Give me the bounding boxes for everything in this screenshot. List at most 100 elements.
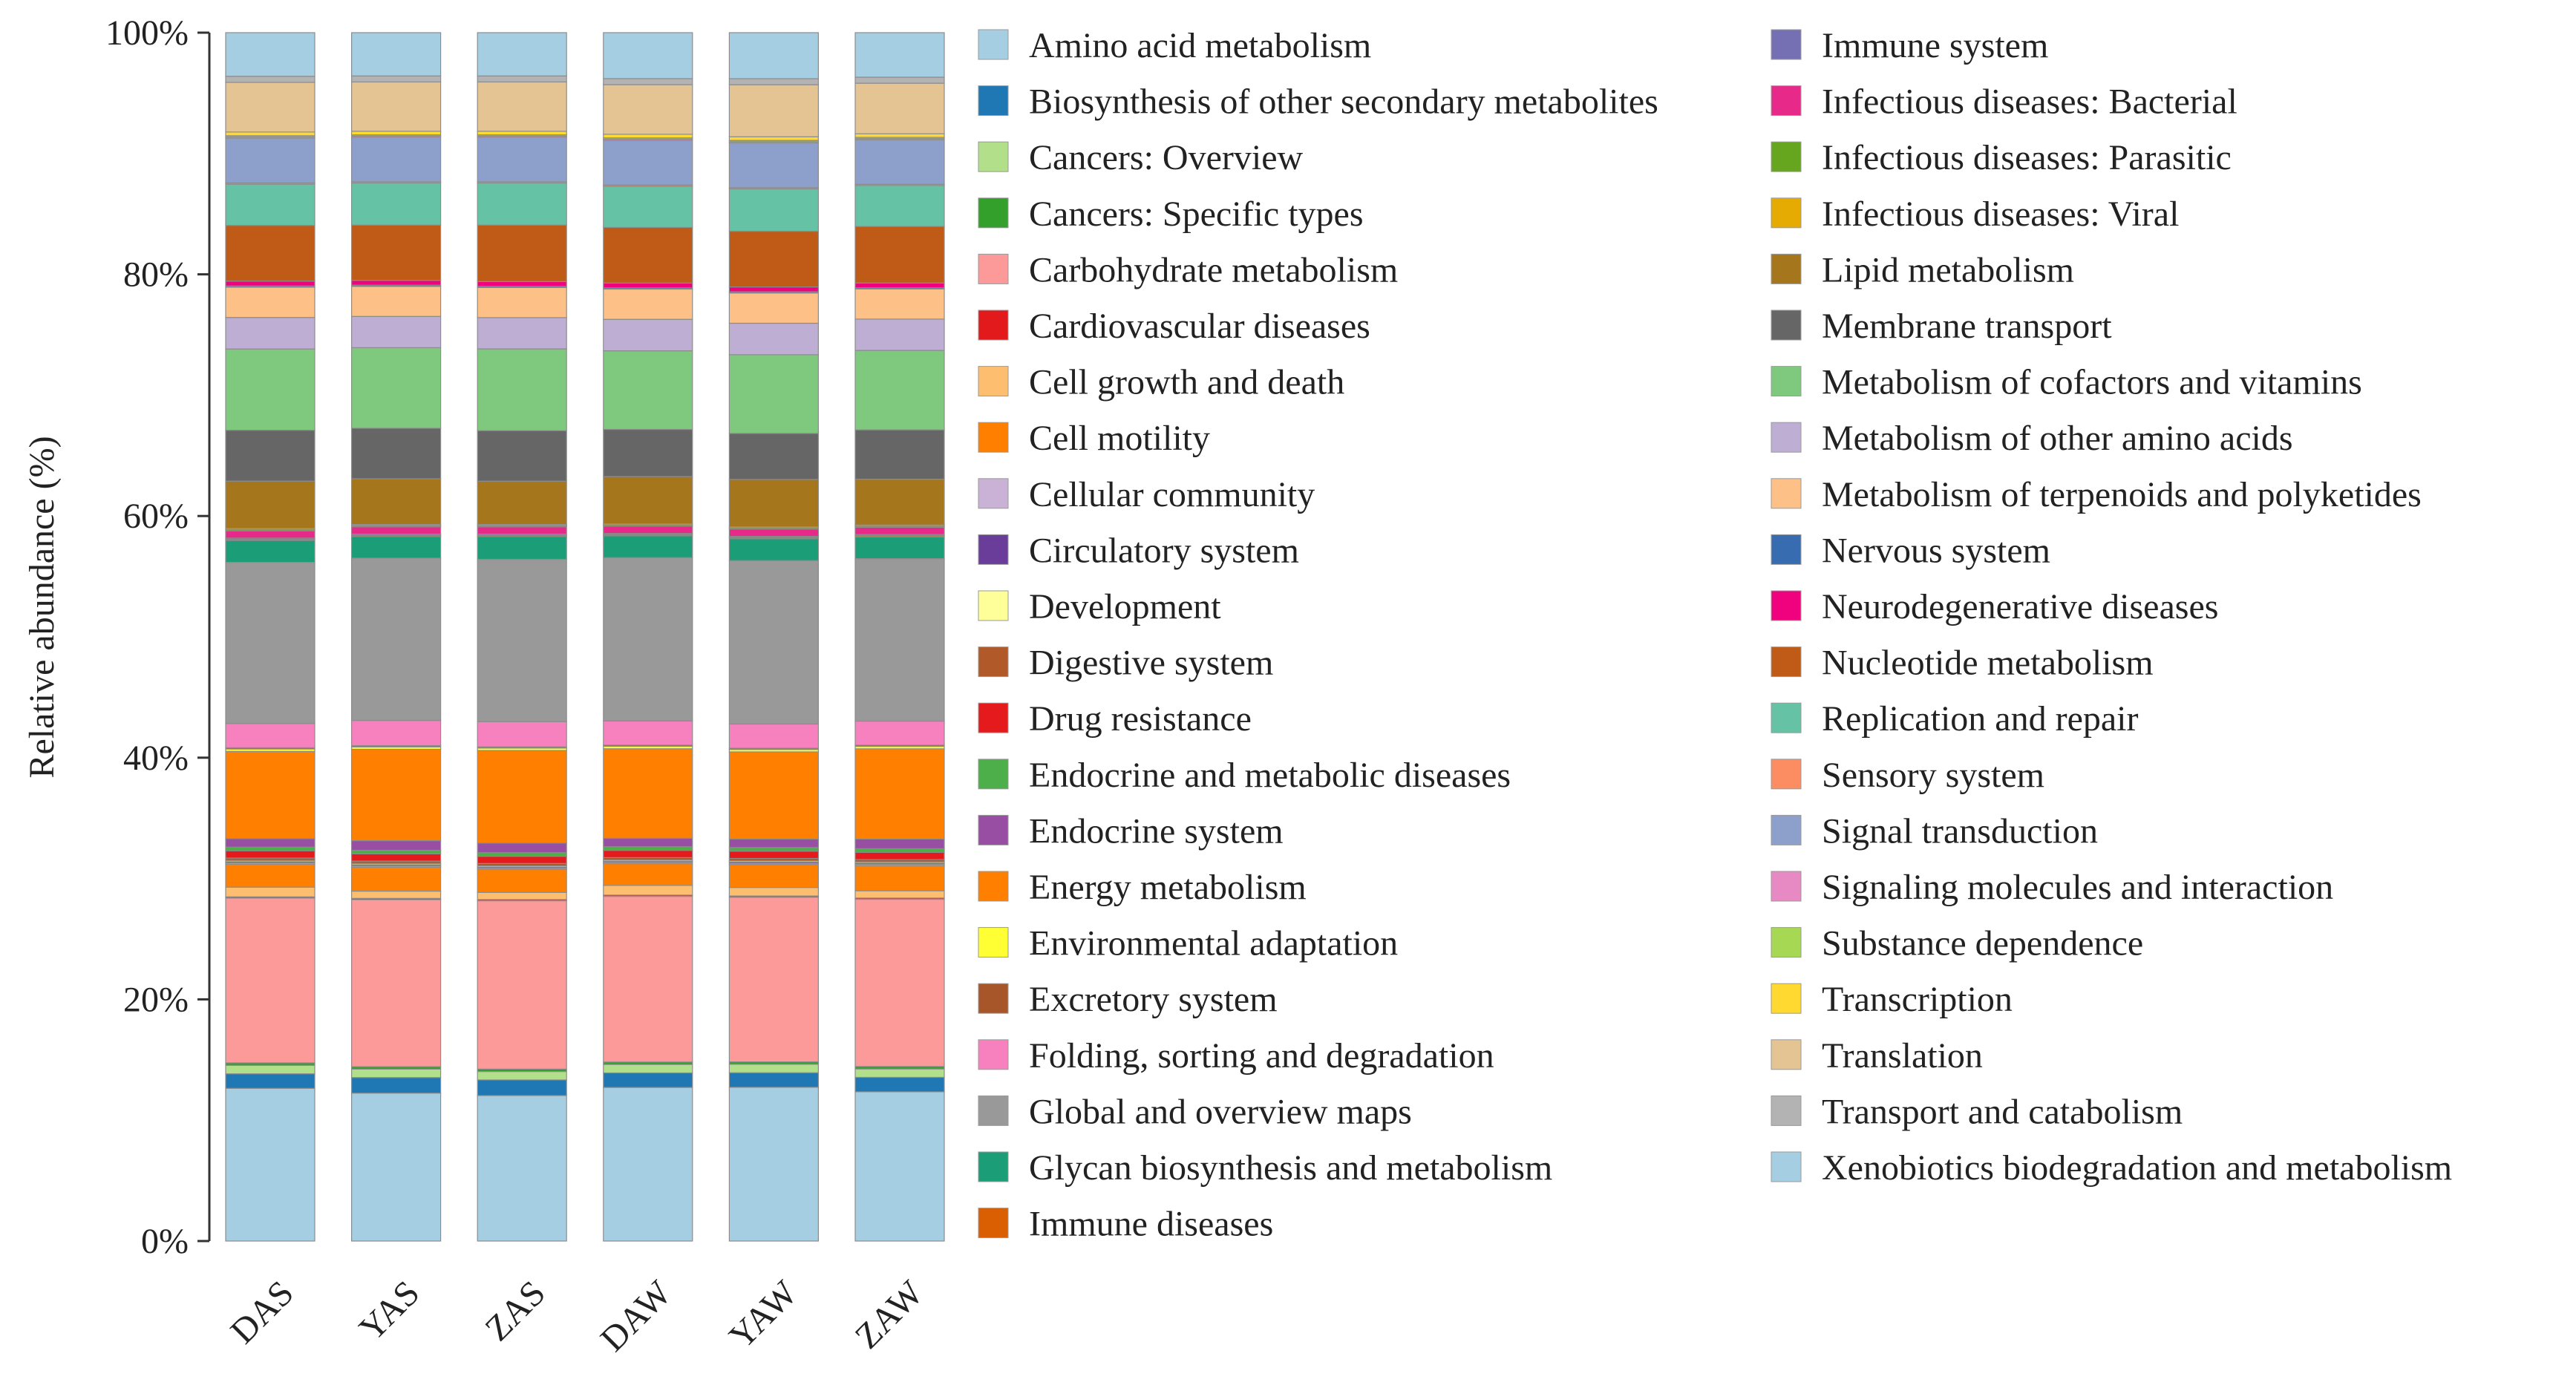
legend-swatch	[978, 590, 1009, 621]
bar-segment-daw-transport-and-catabolism	[603, 78, 693, 85]
bar-segment-zas-drug-resistance	[477, 856, 567, 864]
legend-item-digestive-system: Digestive system	[978, 644, 1273, 683]
y-tick-label: 80%	[123, 255, 189, 295]
legend-swatch	[978, 141, 1009, 172]
bar-segment-zaw-cell-motility	[854, 865, 945, 891]
legend-swatch	[1771, 253, 1802, 284]
bar-segment-das-replication-and-repair	[225, 183, 316, 226]
legend-item-neurodegenerative-diseases: Neurodegenerative diseases	[1771, 587, 2218, 626]
legend-label: Cardiovascular diseases	[1029, 307, 1370, 346]
bar-segment-zaw-metabolism-of-cofactors-and-vitamins	[854, 350, 945, 431]
bar-segment-daw-infectious-diseases-bacterial	[603, 526, 693, 534]
bar-segment-zaw-membrane-transport	[854, 429, 945, 480]
legend-item-membrane-transport: Membrane transport	[1771, 307, 2112, 346]
legend-item-signal-transduction: Signal transduction	[1771, 811, 2098, 851]
legend-item-energy-metabolism: Energy metabolism	[978, 868, 1307, 907]
bar-segment-yas-endocrine-and-metabolic-diseases	[351, 849, 442, 854]
bar-segment-daw-transcription	[603, 134, 693, 139]
bar-segment-zaw-lipid-metabolism	[854, 478, 945, 526]
legend-item-immune-system: Immune system	[1771, 26, 2048, 65]
legend-label: Cellular community	[1029, 475, 1315, 514]
legend-label: Glycan biosynthesis and metabolism	[1029, 1148, 1552, 1188]
bar-segment-das-metabolism-of-other-amino-acids	[225, 317, 316, 350]
bar-segment-daw-metabolism-of-terpenoids-and-polyketides	[603, 288, 693, 320]
legend-swatch	[978, 702, 1009, 733]
legend-label: Infectious diseases: Bacterial	[1822, 82, 2237, 122]
bar-segment-zaw-carbohydrate-metabolism	[854, 898, 945, 1067]
legend-item-endocrine-and-metabolic-diseases: Endocrine and metabolic diseases	[978, 756, 1511, 795]
legend-item-transcription: Transcription	[1771, 980, 2013, 1019]
legend-label: Metabolism of cofactors and vitamins	[1822, 363, 2362, 402]
bar-segment-yaw-neurodegenerative-diseases	[728, 286, 820, 292]
bar-segment-zas-metabolism-of-cofactors-and-vitamins	[477, 348, 567, 431]
legend-label: Membrane transport	[1822, 307, 2112, 346]
bar-segment-yas-infectious-diseases-bacterial	[351, 526, 442, 535]
bar-segment-daw-xenobiotics-biodegradation-and-metabolism	[603, 1087, 693, 1242]
bar-segment-yas-replication-and-repair	[351, 182, 442, 226]
bar-segment-daw-cell-motility	[603, 862, 693, 886]
legend-label: Cell motility	[1029, 419, 1210, 458]
bar-segment-zaw-endocrine-and-metabolic-diseases	[854, 848, 945, 853]
bar-segment-yas-neurodegenerative-diseases	[351, 280, 442, 286]
x-tick-label-yaw: YAW	[722, 1273, 805, 1357]
legend-label: Endocrine system	[1029, 811, 1284, 851]
bar-segment-zas-transcription	[477, 131, 567, 136]
bar-segment-das-metabolism-of-terpenoids-and-polyketides	[225, 287, 316, 318]
bar-segment-zas-cancers-overview	[477, 1070, 567, 1081]
bar-segment-zas-metabolism-of-other-amino-acids	[477, 317, 567, 350]
legend-swatch	[978, 1208, 1009, 1239]
bar-segment-zas-cell-growth-and-death	[477, 891, 567, 900]
legend-item-cellular-community: Cellular community	[978, 475, 1315, 514]
bar-segment-zas-folding-sorting-and-degradation	[477, 721, 567, 747]
bar-segment-yaw-glycan-biosynthesis-and-metabolism	[728, 538, 820, 561]
bar-segment-zas-infectious-diseases-bacterial	[477, 526, 567, 535]
bar-segment-zaw-drug-resistance	[854, 851, 945, 860]
legend-item-environmental-adaptation: Environmental adaptation	[978, 924, 1398, 963]
bar-segment-yaw-metabolism-of-terpenoids-and-polyketides	[728, 292, 820, 324]
y-tick-label: 40%	[123, 739, 189, 778]
bar-segment-zas-carbohydrate-metabolism	[477, 900, 567, 1070]
bar-segment-zas-nucleotide-metabolism	[477, 224, 567, 282]
legend-label: Amino acid metabolism	[1029, 26, 1371, 65]
legend-swatch	[1771, 534, 1802, 565]
bar-segment-zas-signal-transduction	[477, 137, 567, 183]
bar-segment-yaw-energy-metabolism	[728, 751, 820, 840]
x-tick-label-yas: YAS	[352, 1273, 428, 1349]
y-tick-label: 20%	[123, 980, 189, 1019]
bar-segment-yaw-folding-sorting-and-degradation	[728, 723, 820, 749]
legend-swatch	[1771, 141, 1802, 172]
bar-stack-das	[225, 32, 316, 1242]
legend-label: Immune system	[1822, 26, 2048, 65]
y-tick-label: 0%	[141, 1222, 189, 1261]
bar-segment-zaw-transport-and-catabolism	[854, 76, 945, 84]
bar-segment-yaw-drug-resistance	[728, 851, 820, 860]
legend-label: Cancers: Specific types	[1029, 194, 1364, 234]
bar-segment-yaw-biosynthesis-of-other-secondary-metabolites	[728, 1072, 820, 1088]
bar-segment-zas-metabolism-of-terpenoids-and-polyketides	[477, 287, 567, 318]
bar-segment-yas-lipid-metabolism	[351, 478, 442, 526]
bar-segment-yas-biosynthesis-of-other-secondary-metabolites	[351, 1077, 442, 1094]
legend-label: Circulatory system	[1029, 531, 1299, 570]
legend-item-infectious-diseases-parasitic: Infectious diseases: Parasitic	[1771, 138, 2232, 177]
bar-segment-daw-biosynthesis-of-other-secondary-metabolites	[603, 1072, 693, 1088]
legend-item-metabolism-of-cofactors-and-vitamins: Metabolism of cofactors and vitamins	[1771, 363, 2362, 402]
x-tick-label-zaw: ZAW	[848, 1273, 932, 1357]
legend-label: Endocrine and metabolic diseases	[1029, 756, 1511, 795]
legend-swatch	[1771, 759, 1802, 790]
legend-label: Sensory system	[1822, 756, 2044, 795]
legend-label: Energy metabolism	[1029, 868, 1307, 907]
legend-swatch	[978, 646, 1009, 678]
bar-segment-yas-membrane-transport	[351, 428, 442, 479]
legend-item-lipid-metabolism: Lipid metabolism	[1771, 250, 2074, 289]
legend-label: Carbohydrate metabolism	[1029, 250, 1398, 289]
bar-segment-das-xenobiotics-biodegradation-and-metabolism	[225, 1087, 316, 1242]
legend-label: Excretory system	[1029, 980, 1278, 1019]
legend-swatch	[978, 983, 1009, 1014]
legend-item-infectious-diseases-bacterial: Infectious diseases: Bacterial	[1771, 82, 2237, 122]
bar-segment-yaw-cell-growth-and-death	[728, 887, 820, 897]
legend-swatch	[978, 814, 1009, 845]
bar-segment-daw-cell-growth-and-death	[603, 885, 693, 896]
legend-swatch	[978, 478, 1009, 509]
bar-segment-das-endocrine-and-metabolic-diseases	[225, 846, 316, 851]
legend-item-nervous-system: Nervous system	[1771, 531, 2050, 570]
